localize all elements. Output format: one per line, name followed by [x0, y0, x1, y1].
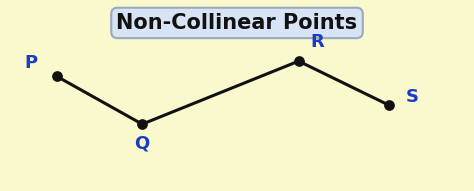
Text: Non-Collinear Points: Non-Collinear Points	[117, 13, 357, 33]
Point	[138, 123, 146, 126]
Text: P: P	[24, 54, 37, 72]
Text: R: R	[310, 33, 325, 51]
Text: Q: Q	[135, 134, 150, 152]
Point	[295, 60, 302, 63]
Point	[53, 75, 61, 78]
Point	[385, 104, 392, 107]
Text: S: S	[406, 88, 419, 106]
